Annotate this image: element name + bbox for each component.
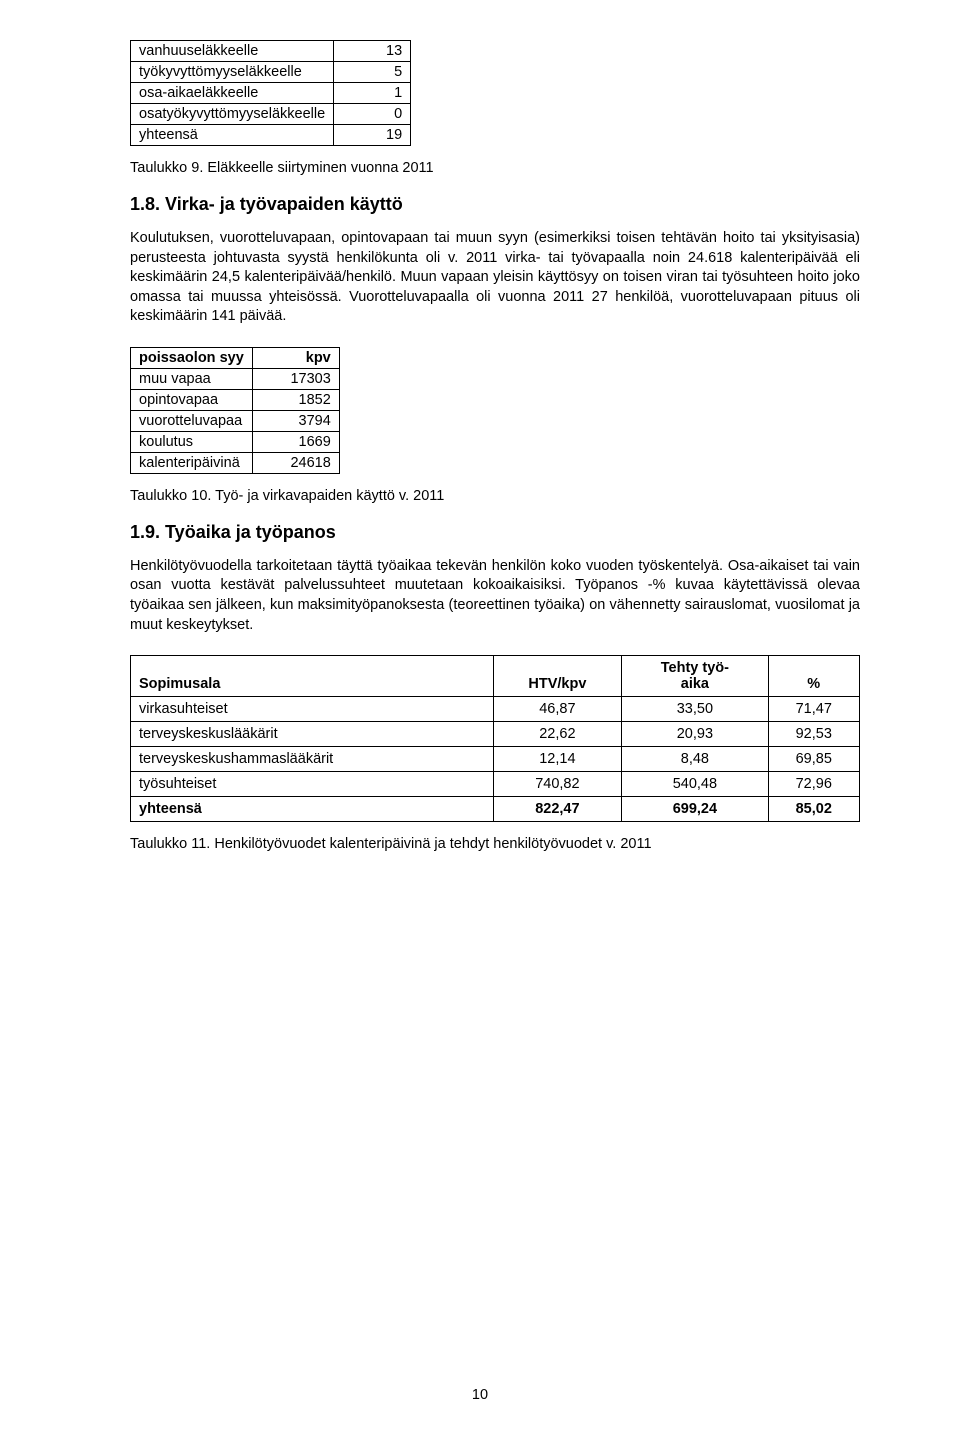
heading-1-8: 1.8. Virka- ja työvapaiden käyttö [130,194,860,215]
table-row: koulutus1669 [131,431,340,452]
cell: 33,50 [622,697,768,722]
cell-value: 0 [334,104,411,125]
cell-value: 17303 [252,368,339,389]
table-absence-h1: poissaolon syy [131,347,253,368]
cell-label: työkyvyttömyyseläkkeelle [131,62,334,83]
cell: 72,96 [768,772,860,797]
cell: terveyskeskuslääkärit [131,722,494,747]
table-absence-caption: Taulukko 10. Työ- ja virkavapaiden käytt… [130,488,860,504]
table-row: yhteensä19 [131,125,411,146]
table-row: virkasuhteiset46,8733,5071,47 [131,697,860,722]
table-workeffort-h1: Sopimusala [131,656,494,697]
table-retirement-body: vanhuuseläkkeelle13työkyvyttömyyseläkkee… [131,41,411,146]
cell-label: yhteensä [131,125,334,146]
cell-label: osatyökyvyttömyyseläkkeelle [131,104,334,125]
table-workeffort-h2: HTV/kpv [493,656,622,697]
cell: 22,62 [493,722,622,747]
table-absence-header-row: poissaolon syy kpv [131,347,340,368]
cell-value: 19 [334,125,411,146]
cell-label: koulutus [131,431,253,452]
table-workeffort-h4: % [768,656,860,697]
cell-label: osa-aikaeläkkeelle [131,83,334,104]
table-workeffort-h3-l1: Tehty työ- [661,660,729,676]
paragraph-1-9: Henkilötyövuodella tarkoitetaan täyttä t… [130,557,860,635]
cell: 8,48 [622,747,768,772]
table-row: työsuhteiset740,82540,4872,96 [131,772,860,797]
table-row: opintovapaa1852 [131,389,340,410]
cell: 12,14 [493,747,622,772]
cell: 85,02 [768,797,860,822]
page-number: 10 [0,1387,960,1403]
cell: 92,53 [768,722,860,747]
table-retirement: vanhuuseläkkeelle13työkyvyttömyyseläkkee… [130,40,411,146]
table-retirement-caption: Taulukko 9. Eläkkeelle siirtyminen vuonn… [130,160,860,176]
table-absence-h2: kpv [252,347,339,368]
table-workeffort-header-row: Sopimusala HTV/kpv Tehty työ- aika % [131,656,860,697]
table-row: terveyskeskuslääkärit22,6220,9392,53 [131,722,860,747]
table-row: osatyökyvyttömyyseläkkeelle0 [131,104,411,125]
cell: 46,87 [493,697,622,722]
cell: 822,47 [493,797,622,822]
table-workeffort: Sopimusala HTV/kpv Tehty työ- aika % vir… [130,655,860,822]
cell-label: vuorotteluvapaa [131,410,253,431]
cell: 740,82 [493,772,622,797]
page-container: vanhuuseläkkeelle13työkyvyttömyyseläkkee… [0,0,960,1429]
cell-value: 13 [334,41,411,62]
table-row: työkyvyttömyyseläkkeelle5 [131,62,411,83]
table-absence-body: muu vapaa17303opintovapaa1852vuorotteluv… [131,368,340,473]
cell-value: 1 [334,83,411,104]
table-workeffort-caption: Taulukko 11. Henkilötyövuodet kalenterip… [130,836,860,852]
cell: työsuhteiset [131,772,494,797]
cell-label: vanhuuseläkkeelle [131,41,334,62]
cell-value: 1852 [252,389,339,410]
table-row: terveyskeskushammaslääkärit12,148,4869,8… [131,747,860,772]
heading-1-9: 1.9. Työaika ja työpanos [130,522,860,543]
cell: 540,48 [622,772,768,797]
cell: terveyskeskushammaslääkärit [131,747,494,772]
table-row: vanhuuseläkkeelle13 [131,41,411,62]
table-row: osa-aikaeläkkeelle1 [131,83,411,104]
paragraph-1-8: Koulutuksen, vuorotteluvapaan, opintovap… [130,229,860,327]
table-absence: poissaolon syy kpv muu vapaa17303opintov… [130,347,340,474]
table-row: kalenteripäivinä24618 [131,452,340,473]
table-workeffort-body: virkasuhteiset46,8733,5071,47terveyskesk… [131,697,860,822]
cell: 69,85 [768,747,860,772]
cell-value: 3794 [252,410,339,431]
cell: 699,24 [622,797,768,822]
table-row: vuorotteluvapaa3794 [131,410,340,431]
cell-value: 1669 [252,431,339,452]
cell: virkasuhteiset [131,697,494,722]
cell: yhteensä [131,797,494,822]
cell-label: kalenteripäivinä [131,452,253,473]
table-workeffort-h3: Tehty työ- aika [622,656,768,697]
cell-label: muu vapaa [131,368,253,389]
cell: 71,47 [768,697,860,722]
table-row: yhteensä822,47699,2485,02 [131,797,860,822]
cell-label: opintovapaa [131,389,253,410]
cell: 20,93 [622,722,768,747]
table-row: muu vapaa17303 [131,368,340,389]
table-workeffort-h3-l2: aika [681,676,709,692]
cell-value: 5 [334,62,411,83]
cell-value: 24618 [252,452,339,473]
